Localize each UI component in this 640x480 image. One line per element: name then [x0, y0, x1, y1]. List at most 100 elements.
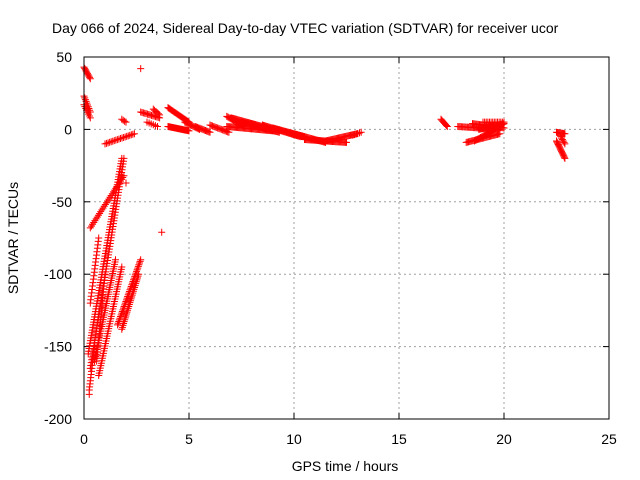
data-point	[109, 137, 117, 145]
data-point	[96, 209, 104, 217]
data-point	[120, 133, 128, 141]
y-axis-label: SDTVAR / TECUs	[5, 182, 21, 294]
data-point	[90, 218, 98, 226]
data-point	[135, 270, 143, 278]
data-point	[99, 204, 107, 212]
plot-frame	[83, 56, 610, 420]
data-point	[103, 139, 111, 147]
data-point	[116, 135, 124, 143]
data-point	[104, 197, 112, 205]
data-point	[500, 118, 508, 126]
data-point	[123, 132, 131, 140]
grid	[84, 57, 609, 419]
data-point	[154, 110, 162, 118]
x-tick-label: 10	[286, 431, 302, 447]
data-point	[120, 154, 128, 162]
data-point	[135, 261, 143, 269]
x-tick-label: 15	[391, 431, 407, 447]
data-point	[108, 190, 116, 198]
data-point	[115, 135, 123, 143]
data-point	[113, 136, 121, 144]
data-point	[91, 217, 99, 225]
data-point	[105, 195, 113, 203]
y-tick-label: -200	[44, 411, 72, 427]
data-point	[352, 130, 360, 138]
data-point	[81, 96, 89, 104]
data-point	[350, 131, 358, 139]
data-point	[122, 296, 130, 304]
data-point	[101, 200, 109, 208]
y-tick-label: -100	[44, 266, 72, 282]
data-point	[104, 139, 112, 147]
data-point	[121, 133, 129, 141]
y-tick-label: -50	[52, 194, 72, 210]
y-tick-label: 50	[56, 49, 72, 65]
x-tick-label: 25	[601, 431, 617, 447]
data-point	[124, 132, 132, 140]
data-point	[117, 311, 125, 319]
y-tick-label: -150	[44, 339, 72, 355]
y-tick-label: 0	[64, 121, 72, 137]
data-point	[118, 308, 126, 316]
data-point	[118, 172, 126, 180]
data-point	[111, 186, 119, 194]
data-point	[137, 65, 145, 73]
data-point	[136, 257, 144, 265]
data-point	[136, 259, 144, 267]
data-point	[122, 179, 130, 187]
data-point	[86, 73, 94, 81]
data-point	[134, 264, 142, 272]
data-point	[558, 136, 566, 144]
data-point	[442, 121, 450, 129]
data-point	[107, 192, 115, 200]
data-point	[87, 222, 95, 230]
data-point	[113, 183, 121, 191]
data-point	[158, 228, 166, 236]
data-point	[343, 138, 350, 146]
data-points	[80, 63, 569, 398]
data-point	[93, 213, 101, 221]
data-point	[116, 177, 124, 185]
data-point	[110, 137, 118, 145]
data-point	[356, 129, 364, 137]
data-point	[89, 220, 97, 228]
data-point	[121, 117, 129, 125]
x-tick-label: 5	[185, 431, 193, 447]
data-point	[185, 127, 193, 135]
data-point	[559, 137, 567, 145]
data-point	[98, 206, 106, 214]
data-point	[112, 184, 120, 192]
data-point	[86, 114, 94, 122]
data-point	[101, 140, 109, 148]
x-tick-label: 20	[496, 431, 512, 447]
data-point	[101, 270, 109, 278]
data-point	[561, 154, 569, 162]
data-point	[100, 202, 108, 210]
chart-title: Day 066 of 2024, Sidereal Day-to-day VTE…	[52, 20, 559, 36]
data-point	[92, 215, 100, 223]
data-point	[122, 297, 130, 305]
data-point	[133, 266, 141, 274]
data-point	[114, 321, 122, 329]
data-point	[126, 131, 134, 139]
data-point	[129, 130, 137, 138]
data-point	[443, 123, 451, 131]
data-point	[119, 174, 127, 182]
data-point	[118, 263, 126, 271]
data-point	[122, 118, 130, 126]
data-point	[206, 128, 214, 136]
data-point	[558, 134, 566, 142]
data-point	[357, 128, 365, 136]
data-point	[154, 123, 161, 131]
data-point	[103, 199, 111, 207]
data-point	[106, 138, 114, 146]
data-point	[106, 193, 114, 201]
data-point	[560, 153, 568, 161]
data-point	[156, 111, 164, 119]
data-point	[127, 131, 135, 139]
data-point	[85, 390, 93, 398]
data-point	[130, 130, 138, 138]
data-point	[95, 234, 103, 242]
